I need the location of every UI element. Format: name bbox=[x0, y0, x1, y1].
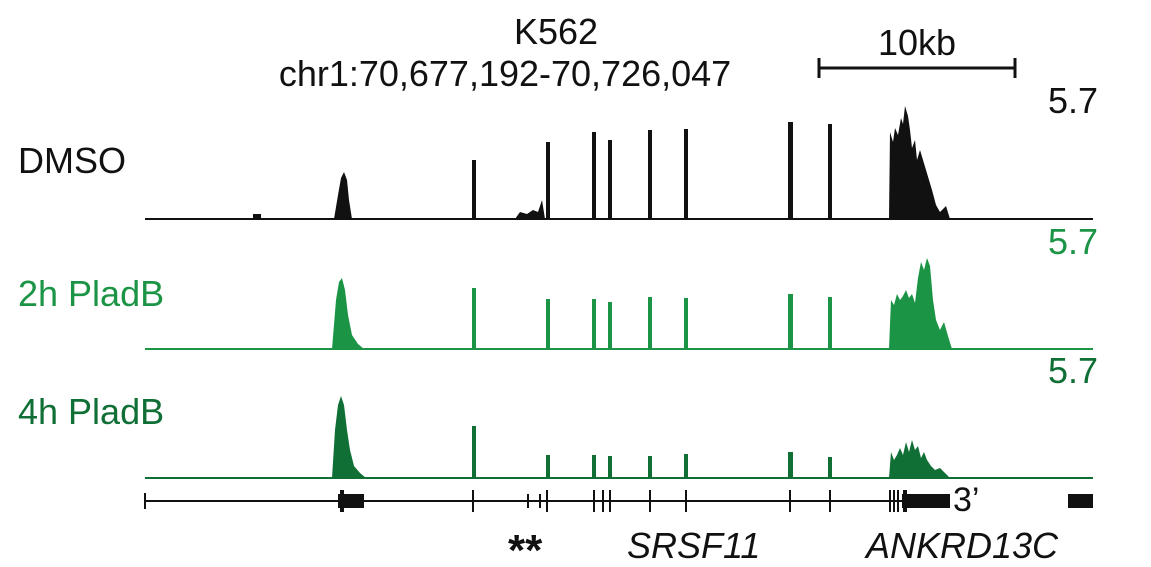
track-label-4h-pladb: 4h PladB bbox=[18, 391, 164, 432]
utr-label: 3’ bbox=[953, 481, 979, 519]
coverage-peaks-dmso bbox=[253, 106, 950, 219]
track-scale-4h-pladb: 5.7 bbox=[1048, 350, 1098, 391]
cell-line-label: K562 bbox=[514, 11, 598, 52]
scale-bar-label: 10kb bbox=[878, 22, 956, 63]
track-4h-pladb: 4h PladB 5.7 bbox=[18, 350, 1098, 479]
gene-label-srsf11: SRSF11 bbox=[627, 525, 760, 566]
track-scale-2h-pladb: 5.7 bbox=[1048, 221, 1098, 262]
gene-label-ankrd13c: ANKRD13C bbox=[864, 525, 1059, 566]
coverage-peaks-2h-pladb bbox=[332, 258, 952, 349]
region-label: chr1:70,677,192-70,726,047 bbox=[279, 53, 731, 94]
scale-bar: 10kb bbox=[817, 22, 1017, 78]
star-markers: ** bbox=[508, 526, 543, 567]
track-dmso: DMSO 5.7 bbox=[18, 80, 1098, 220]
track-2h-pladb: 2h PladB 5.7 bbox=[18, 221, 1098, 350]
track-scale-dmso: 5.7 bbox=[1048, 80, 1098, 121]
gene-annotation bbox=[144, 490, 1093, 512]
track-label-dmso: DMSO bbox=[18, 140, 126, 181]
coverage-peaks-4h-pladb bbox=[332, 396, 950, 478]
track-label-2h-pladb: 2h PladB bbox=[18, 273, 164, 314]
